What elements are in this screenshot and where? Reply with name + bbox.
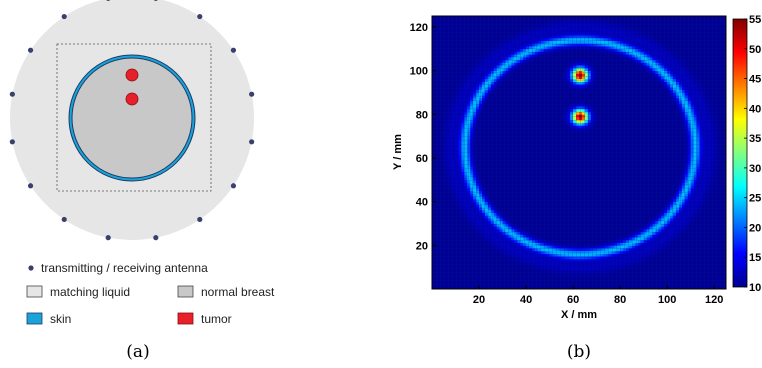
x-tick-label: 40	[520, 294, 532, 306]
y-tick-label: 60	[416, 153, 428, 165]
colorbar-tick-label: 40	[749, 103, 761, 115]
y-tick-label: 20	[416, 240, 428, 252]
antenna-8	[153, 235, 159, 241]
antenna-5	[249, 139, 255, 145]
x-tick-label: 80	[614, 294, 626, 306]
colorbar-tick-label: 55	[749, 14, 761, 26]
tumor-upper	[125, 68, 139, 82]
colorbar-tick-label: 45	[749, 74, 761, 86]
antenna-6	[230, 183, 237, 189]
diagram-legend: transmitting / receiving antenna matchin…	[26, 261, 275, 326]
antenna-legend-icon	[28, 265, 34, 271]
liquid-legend-swatch	[26, 285, 43, 298]
heatmap-grid	[432, 16, 726, 289]
tumor-legend-swatch	[177, 312, 194, 325]
antenna-14	[27, 47, 34, 53]
colorbar	[732, 18, 748, 288]
antenna-11	[27, 183, 34, 189]
setup-diagram	[9, 0, 255, 241]
skin-legend-label: skin	[50, 312, 71, 326]
antenna-4	[249, 91, 255, 97]
breast-legend-swatch	[177, 285, 194, 298]
x-axis-ticks: 20 40 60 80 100 120	[473, 285, 723, 306]
colorbar-tick-label: 50	[749, 44, 761, 56]
antenna-array	[9, 0, 255, 241]
y-axis-label: Y / mm	[392, 134, 404, 170]
tumor-legend-label: tumor	[201, 312, 232, 326]
antenna-7	[197, 216, 203, 223]
y-axis-ticks: 20 40 60 80 100 120	[410, 22, 436, 252]
colorbar-tick-label: 35	[749, 133, 761, 145]
colorbar-tick-label: 30	[749, 163, 761, 175]
heatmap-chart: 20 40 60 80 100 120 20 40 60 80 100 120 X / mm Y /…	[392, 14, 761, 321]
colorbar-tick-label: 20	[749, 222, 761, 234]
antenna-12	[9, 139, 15, 145]
antenna-16	[106, 0, 111, 1]
x-tick-label: 100	[658, 294, 676, 306]
x-tick-label: 20	[473, 294, 485, 306]
antenna-3	[230, 47, 237, 53]
caption-b: (b)	[567, 342, 591, 362]
caption-a: (a)	[126, 342, 149, 362]
skin-legend-swatch	[26, 312, 43, 325]
antenna-legend-label: transmitting / receiving antenna	[41, 261, 208, 275]
normal-breast-region	[71, 57, 193, 179]
colorbar-tick-label: 10	[749, 282, 761, 294]
liquid-legend-label: matching liquid	[50, 285, 130, 299]
y-tick-label: 40	[416, 197, 428, 209]
antenna-9	[105, 235, 111, 241]
tumor-lower	[125, 92, 139, 106]
colorbar-ticks: 55 50 45 40 35 30 25 20 15 10	[744, 14, 761, 294]
x-tick-label: 120	[705, 294, 723, 306]
imaging-domain-box	[56, 43, 212, 192]
plot-frame	[431, 15, 727, 290]
antenna-13	[9, 91, 15, 97]
antenna-2	[197, 13, 203, 20]
y-tick-label: 100	[410, 66, 428, 78]
colorbar-tick-label: 25	[749, 193, 761, 205]
x-tick-label: 60	[567, 294, 579, 306]
antenna-15	[61, 13, 67, 20]
x-axis-label: X / mm	[561, 309, 597, 321]
antenna-1	[153, 0, 158, 1]
y-tick-label: 120	[410, 22, 428, 34]
antenna-10	[61, 216, 67, 223]
breast-legend-label: normal breast	[201, 285, 275, 299]
y-tick-label: 80	[416, 109, 428, 121]
colorbar-tick-label: 15	[749, 252, 761, 264]
